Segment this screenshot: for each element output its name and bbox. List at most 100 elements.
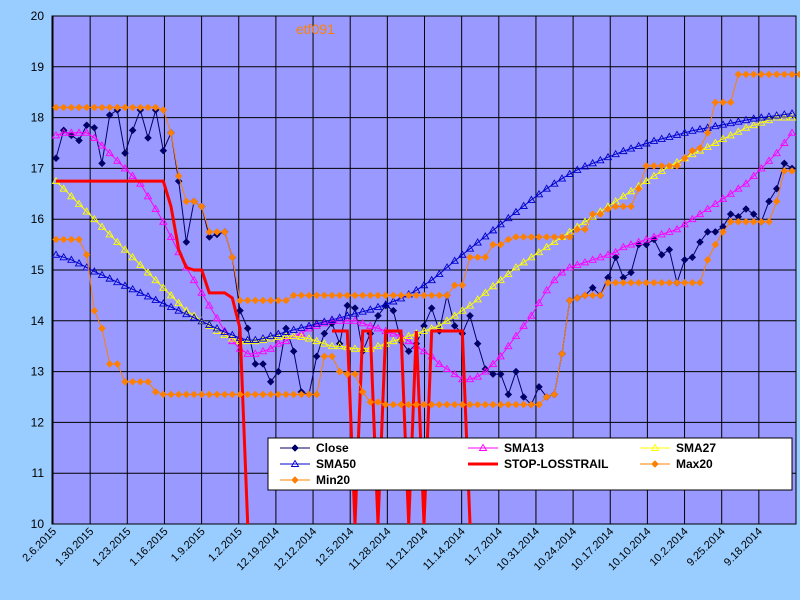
data-point-sma13	[626, 240, 636, 248]
data-point-sma50	[734, 117, 743, 125]
data-point-sma13	[596, 252, 605, 261]
data-point-sma13	[105, 148, 114, 157]
data-point-min20	[504, 400, 513, 409]
data-point-sma13	[764, 156, 774, 164]
data-point-sma27	[711, 138, 720, 146]
data-point-sma50	[496, 219, 505, 228]
data-point-close	[512, 367, 520, 376]
data-point-min20	[75, 235, 83, 244]
data-point-close	[404, 347, 413, 356]
data-point-sma13	[358, 318, 367, 327]
data-point-sma13	[703, 204, 712, 212]
data-point-close	[780, 159, 789, 168]
data-point-close	[742, 205, 750, 213]
data-point-sma50	[350, 309, 360, 317]
data-point-sma13	[251, 349, 260, 357]
data-point-min20	[389, 400, 398, 409]
legend-item-stop-losstrail: STOP-LOSSTRAIL	[468, 457, 608, 471]
data-point-sma50	[481, 232, 490, 240]
data-point-close	[343, 301, 352, 310]
data-point-sma13	[136, 179, 145, 187]
data-point-max20	[374, 291, 382, 300]
legend-item-sma27: SMA27	[640, 441, 716, 455]
data-point-sma13	[228, 336, 237, 345]
data-point-max20	[312, 291, 321, 300]
data-point-sma50	[550, 179, 559, 187]
data-point-max20	[688, 146, 697, 155]
data-point-sma27	[764, 115, 774, 124]
data-point-min20	[358, 388, 367, 396]
data-point-min20	[228, 390, 237, 399]
data-point-max20	[351, 291, 359, 300]
data-point-sma50	[373, 302, 383, 311]
data-point-min20	[711, 240, 720, 249]
data-point-sma50	[274, 329, 283, 337]
data-point-sma27	[458, 306, 467, 314]
legend-box	[267, 437, 793, 491]
data-point-max20	[742, 70, 750, 79]
data-point-sma27	[534, 247, 544, 256]
data-point-max20	[220, 228, 229, 236]
legend-item-max20: Max20	[640, 457, 713, 471]
data-point-sma13	[450, 369, 459, 378]
data-point-max20	[335, 291, 344, 300]
data-point-min20	[282, 390, 290, 399]
data-point-close	[105, 111, 114, 119]
data-point-sma27	[734, 127, 743, 135]
data-point-sma13	[642, 235, 651, 243]
data-point-min20	[558, 349, 566, 358]
data-point-sma13	[511, 331, 521, 339]
y-tick-label: 19	[31, 60, 45, 74]
data-point-min20	[404, 400, 413, 409]
data-point-sma50	[327, 315, 337, 323]
data-point-min20	[397, 400, 405, 409]
data-point-sma50	[159, 299, 168, 307]
data-point-sma50	[519, 201, 528, 209]
data-point-max20	[328, 291, 336, 300]
data-point-max20	[136, 103, 145, 112]
data-point-close	[205, 233, 214, 241]
data-point-sma50	[588, 158, 597, 167]
data-point-max20	[82, 103, 91, 112]
data-point-sma13	[281, 336, 291, 345]
data-point-max20	[197, 202, 206, 211]
data-point-max20	[581, 225, 589, 234]
data-point-max20	[627, 202, 635, 211]
data-point-sma50	[151, 295, 160, 303]
data-point-sma50	[542, 184, 551, 192]
data-point-sma50	[749, 114, 758, 122]
data-point-min20	[427, 400, 436, 409]
data-point-min20	[113, 360, 122, 368]
data-point-max20	[243, 296, 252, 305]
data-point-max20	[696, 144, 704, 152]
legend-label: SMA27	[676, 441, 716, 455]
data-point-sma27	[143, 268, 153, 276]
data-point-close	[450, 322, 459, 330]
data-point-sma50	[182, 309, 191, 318]
y-tick-label: 13	[31, 365, 45, 379]
data-point-sma13	[166, 232, 176, 240]
series-layer	[51, 70, 800, 525]
data-point-max20	[213, 228, 221, 236]
data-point-min20	[688, 278, 697, 287]
data-point-sma13	[772, 148, 781, 157]
data-point-close	[289, 347, 298, 356]
data-point-max20	[182, 197, 191, 206]
data-point-min20	[726, 217, 735, 226]
data-point-sma27	[67, 191, 76, 200]
data-point-sma50	[97, 270, 107, 279]
data-point-sma50	[258, 334, 268, 342]
data-point-min20	[190, 390, 198, 399]
legend-marker	[478, 443, 488, 451]
data-point-close	[144, 134, 152, 142]
data-point-close	[772, 184, 781, 193]
data-point-max20	[443, 291, 451, 300]
data-point-sma13	[718, 194, 728, 202]
data-point-sma27	[550, 237, 559, 246]
data-point-min20	[519, 400, 528, 409]
data-point-max20	[596, 210, 605, 218]
data-point-max20	[788, 70, 796, 79]
data-point-sma50	[281, 327, 291, 335]
legend-marker	[290, 459, 300, 467]
data-point-sma50	[557, 174, 567, 182]
